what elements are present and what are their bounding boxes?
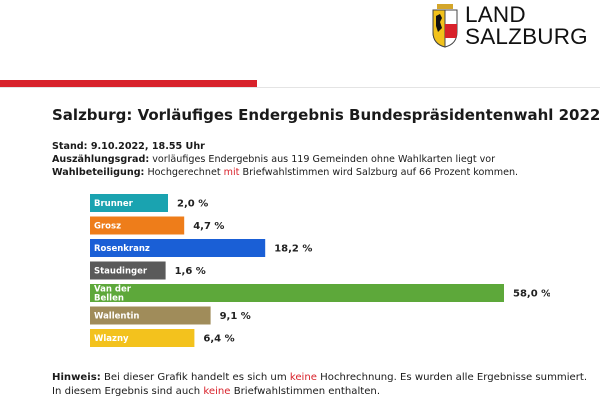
bar xyxy=(156,329,195,347)
category-label: Wlazny xyxy=(94,334,129,344)
info-stand: Stand: 9.10.2022, 18.55 Uhr xyxy=(52,141,205,153)
category-label: Bellen xyxy=(94,293,124,303)
note-label: Hinweis: xyxy=(52,372,101,383)
category-label: Grosz xyxy=(94,222,121,232)
category-label-box xyxy=(90,194,156,212)
bar-group-wlazny: Wlazny 6,4 % xyxy=(90,329,235,347)
bar-group-brunner: Brunner 2,0 % xyxy=(90,194,208,212)
category-label-box xyxy=(90,329,156,347)
note-keine-2: keine xyxy=(203,386,231,397)
category-label-box xyxy=(90,216,156,235)
auszaehlung-label: Auszählungsgrad: xyxy=(52,154,150,165)
header-red-bar xyxy=(0,80,257,88)
info-wahlbeteiligung: Wahlbeteiligung: Hochgerechnet mit Brief… xyxy=(52,167,518,179)
bar xyxy=(156,239,266,257)
note-keine-1: keine xyxy=(289,372,317,383)
beteiligung-text-a: Hochgerechnet xyxy=(144,167,224,178)
results-bar-chart: Brunner 2,0 % Grosz 4,7 % Rosenkranz 18,2 % St… xyxy=(90,194,550,347)
logo-line-land: LAND xyxy=(465,2,526,27)
category-label: Wallentin xyxy=(94,312,139,322)
salzburg-coat-of-arms-icon xyxy=(432,4,458,48)
bar-group-wallentin: Wallentin 9,1 % xyxy=(90,306,251,325)
land-salzburg-logo[interactable]: LAND SALZBURG xyxy=(428,2,598,50)
category-label-box xyxy=(90,306,156,325)
beteiligung-highlight: mit xyxy=(223,167,240,178)
category-label-box xyxy=(90,284,156,302)
note-text-a: Bei dieser Grafik handelt es sich um xyxy=(100,372,290,383)
beteiligung-text-b: Briefwahlstimmen wird Salzburg auf 66 Pr… xyxy=(239,167,519,178)
category-label: Brunner xyxy=(94,199,134,209)
value-label: 18,2 % xyxy=(274,244,312,255)
auszaehlung-text: vorläufiges Endergebnis aus 119 Gemeinde… xyxy=(149,154,496,165)
hinweis-note: Hinweis: Bei dieser Grafik handelt es si… xyxy=(52,371,597,399)
category-label: Van der xyxy=(94,285,132,295)
bar xyxy=(156,216,185,235)
logo-line-salzburg: SALZBURG xyxy=(465,24,588,49)
category-label: Staudinger xyxy=(94,267,148,277)
category-label-box xyxy=(90,261,156,280)
bar xyxy=(156,306,211,325)
value-label: 58,0 % xyxy=(513,289,550,300)
stand-text: Stand: 9.10.2022, 18.55 Uhr xyxy=(52,141,205,152)
value-label: 9,1 % xyxy=(220,311,251,322)
bar xyxy=(156,194,168,212)
info-auszaehlung: Auszählungsgrad: vorläufiges Endergebnis… xyxy=(52,154,495,166)
bar-group-grosz: Grosz 4,7 % xyxy=(90,216,224,235)
bar-group-staudinger: Staudinger 1,6 % xyxy=(90,261,206,280)
value-label: 4,7 % xyxy=(193,221,224,232)
category-label-box xyxy=(90,239,156,257)
value-label: 2,0 % xyxy=(177,199,208,210)
bar-group-rosenkranz: Rosenkranz 18,2 % xyxy=(90,239,312,257)
note-text-b: Hochrechnung. Es wurden alle Ergebnisse … xyxy=(52,372,588,397)
bar xyxy=(156,261,166,280)
value-label: 1,6 % xyxy=(175,266,206,277)
bar xyxy=(156,284,504,302)
logo-wordmark: LAND SALZBURG xyxy=(465,2,588,49)
category-label: Rosenkranz xyxy=(94,244,150,254)
note-text-c: Briefwahlstimmen enthalten. xyxy=(230,386,381,397)
beteiligung-label: Wahlbeteiligung: xyxy=(52,167,145,178)
page-title: Salzburg: Vorläufiges Endergebnis Bundes… xyxy=(52,106,600,124)
value-label: 6,4 % xyxy=(203,334,234,345)
header-divider xyxy=(0,87,600,88)
